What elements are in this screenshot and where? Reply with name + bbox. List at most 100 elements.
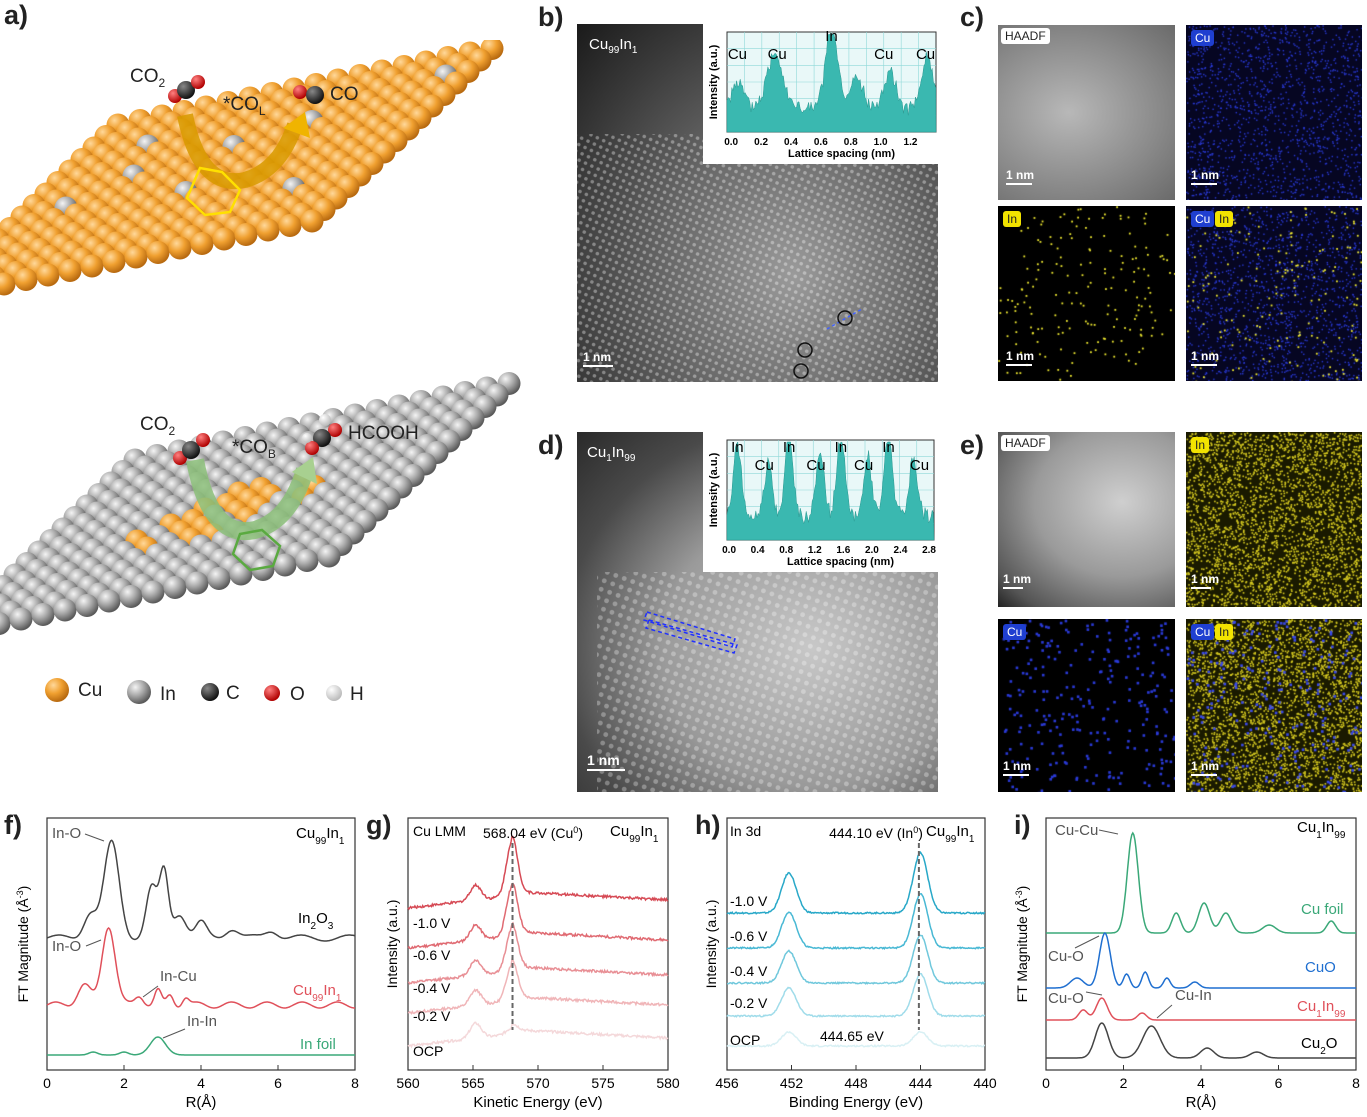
legend-in-label: In [160,684,176,705]
curve-cuo [1046,931,1356,989]
annot-cu-o-2: Cu-O [1048,990,1084,1007]
inset-tick-label: 0.0 [722,545,736,556]
plot-frame [46,817,356,1071]
series-label-in2o3: In2O3 [298,910,334,932]
tem-title-b: Cu99In1 [589,36,638,56]
chart-g-peak-label: 568.04 eV (Cu0) [483,825,583,841]
inset-peak-label: In [783,439,796,456]
scalebar-e4: 1 nm [1191,759,1219,776]
chart-g-title: Cu99In1 [610,823,659,845]
scalebar-b: 1 nm [583,350,613,367]
in-atom [0,612,11,635]
curve-g-0 [407,835,669,911]
x-axis-label: Binding Energy (eV) [789,1094,923,1111]
chart-g-subtitle: Cu LMM [413,823,466,839]
x-axis-label: R(Å) [1186,1094,1217,1111]
inset-ylabel: Intensity (a.u.) [708,452,720,527]
annot-arrow [84,833,105,842]
in-dots-c [998,206,1175,381]
in-atom [119,585,143,608]
label-co2-bottom: CO2 [140,414,176,438]
in-atom [317,544,341,568]
x-tick-label: 448 [844,1075,868,1091]
overlay-map-c: Cu In 1 nm [1186,206,1362,381]
x-tick-label: 440 [973,1075,997,1091]
in-atom [53,598,77,622]
chart-h-ocp-label: 444.65 eV [820,1028,884,1044]
in-atom [163,576,187,599]
curve-cu1in99 [1046,997,1356,1021]
x-tick-label: 6 [1275,1075,1283,1091]
x-tick-label: 456 [715,1075,739,1091]
co2-molecule-bottom [173,433,210,465]
annot-cu-in: Cu-In [1175,987,1212,1004]
inset-peak-label: Cu [728,46,747,63]
inset-peak-label: Cu [910,457,929,474]
inset-profile-d: In In In In Cu Cu Cu Cu 0.0 0.4 0.8 1.2 1.6 2.0 2.4 2.8… [703,432,938,572]
cu-in-dots-e [1186,619,1362,792]
curve-in-foil [47,1036,355,1056]
chart-i-exafs-cu1in99: 0 2 4 6 8 R(Å) FT Magnitude (Å-3) Cu1In99 Cu foi… [1014,817,1360,1111]
cu-atom [168,236,192,260]
arrow-head-top [283,112,310,138]
annot-in-cu: In-Cu [160,968,197,985]
annot-arrow [1074,935,1100,949]
cu-atom [124,245,148,269]
cu-map-c: Cu 1 nm [1186,25,1362,200]
panel-label-d: d) [538,430,564,460]
tag-haadf-e: HAADF [1001,435,1050,451]
chart-h-in3d: 456 452 448 444 440 Binding Energy (eV) Intens… [703,817,997,1111]
in-dots-e [1186,432,1362,607]
annot-cu-o-1: Cu-O [1048,948,1084,965]
tag-in-overlay-e: In [1215,624,1234,640]
series-label-h: -0.4 V [730,963,768,979]
legend-cu-ball [45,678,69,702]
chart-f-exafs-cu99in1: 0 2 4 6 8 R(Å) FT Magnitude (Å-3) Cu99In1 In2O3 C… [15,817,359,1111]
annot-arrow [1156,1004,1173,1019]
inset-profile-b: Cu Cu In Cu Cu 0.0 0.2 0.4 0.6 0.8 1.0 1.2 Lattice s… [703,24,940,164]
x-tick-label: 2 [1120,1075,1128,1091]
scalebar-c1: 1 nm [1006,168,1034,185]
chart-h-peak-label: 444.10 eV (In0) [829,825,923,841]
y-axis-label: Intensity (a.u.) [384,900,400,989]
cu-in-dots-c [1186,206,1362,381]
in-atom [185,571,209,595]
legend-c-label: C [226,683,240,704]
cu-atom [234,223,258,246]
x-tick-label: 8 [1352,1075,1360,1091]
curve-cu2o [1046,1022,1356,1059]
label-co-top: CO [330,84,359,105]
inset-peak-label: Cu [916,46,935,63]
series-label-g: OCP [413,1043,443,1059]
tag-in-e: In [1191,437,1210,453]
cu-atom [36,263,60,287]
scalebar-d: 1 nm [587,752,625,771]
inset-peak-label: In [882,439,895,456]
series-label-h: OCP [730,1032,760,1048]
series-label-g: -0.4 V [413,980,451,996]
inset-tick-label: 1.2 [808,545,822,556]
scalebar-c2: 1 nm [1191,168,1219,185]
in-atom [9,607,33,631]
lattice-texture [577,134,938,382]
line-scan-box [643,611,738,654]
inset-tick-label: 2.8 [922,545,936,556]
in-atom [207,567,231,590]
inset-peak-label: Cu [874,46,893,63]
cu-atom [278,214,302,237]
x-tick-label: 575 [591,1075,615,1091]
label-col: *COL [223,94,266,118]
co2-arrow-top [177,113,303,190]
hexagon-top [185,166,242,217]
series-label-cu-foil: Cu foil [1301,901,1344,918]
series-label-h: -0.6 V [730,928,768,944]
x-tick-label: 580 [656,1075,680,1091]
x-tick-label: 0 [1042,1075,1050,1091]
series-label-g: -1.0 V [413,915,451,931]
cu-atom [256,218,280,242]
haadf-map-e: HAADF 1 nm [998,432,1175,607]
tag-cu-overlay-c: Cu [1191,211,1215,227]
cu-atom [146,241,170,264]
in-atom [273,553,297,577]
scalebar-e3: 1 nm [1003,759,1031,776]
